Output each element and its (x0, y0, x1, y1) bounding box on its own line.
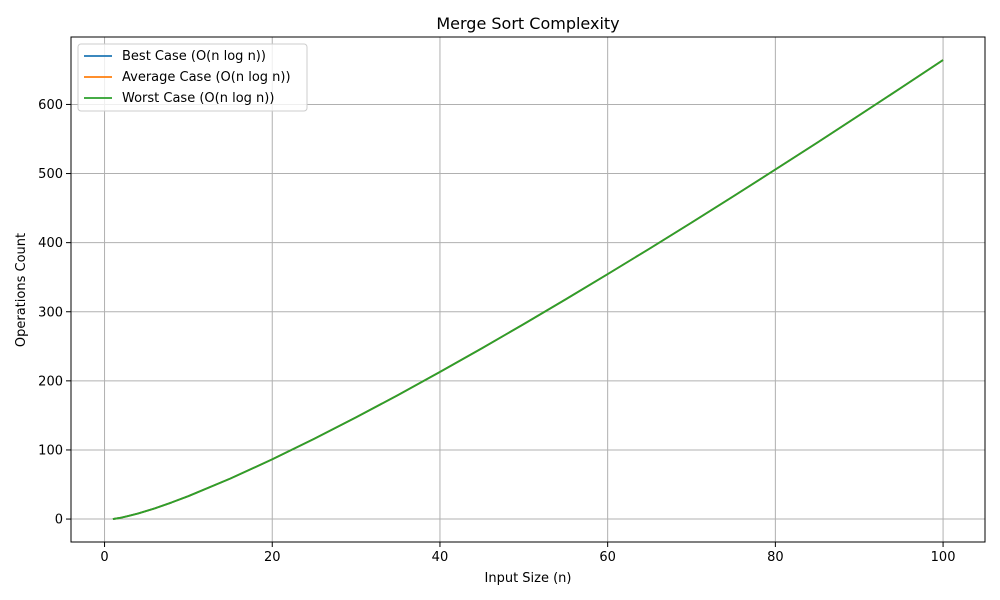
y-tick-label: 600 (38, 98, 63, 113)
legend-label-average: Average Case (O(n log n)) (122, 70, 291, 85)
legend-label-best: Best Case (O(n log n)) (122, 49, 266, 64)
y-tick-label: 400 (38, 236, 63, 251)
y-tick-label: 200 (38, 374, 63, 389)
x-tick-label: 80 (767, 550, 784, 565)
chart-title: Merge Sort Complexity (436, 14, 619, 33)
y-tick-label: 0 (55, 513, 63, 528)
plot-frame (70, 36, 986, 543)
legend: Best Case (O(n log n)) Average Case (O(n… (77, 43, 308, 112)
plot-area-background (71, 37, 985, 542)
legend-box (77, 43, 308, 112)
y-tick-label: 500 (38, 167, 63, 182)
x-tick-label: 20 (264, 550, 281, 565)
series-lines (112, 59, 944, 520)
y-tick-label: 300 (38, 305, 63, 320)
x-axis-label: Input Size (n) (485, 571, 572, 586)
x-tick-label: 0 (100, 550, 108, 565)
y-tick-label: 100 (38, 443, 63, 458)
legend-label-worst: Worst Case (O(n log n)) (122, 91, 274, 106)
series-line-worst-case (112, 59, 944, 520)
x-axis-ticks: 0 20 40 60 80 100 (100, 542, 955, 565)
y-axis-label: Operations Count (14, 233, 29, 347)
grid (71, 37, 985, 542)
x-tick-label: 60 (599, 550, 616, 565)
x-tick-label: 100 (931, 550, 956, 565)
y-axis-ticks: 0 100 200 300 400 500 600 (38, 98, 71, 528)
x-tick-label: 40 (432, 550, 449, 565)
